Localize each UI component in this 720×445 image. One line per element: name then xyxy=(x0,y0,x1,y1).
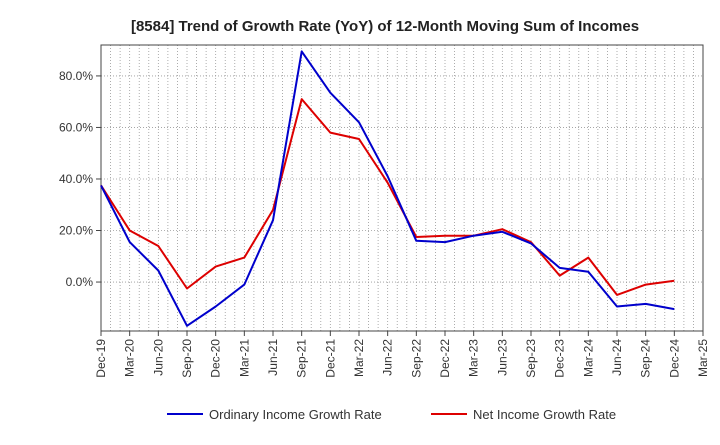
x-tick-label: Jun-23 xyxy=(495,339,509,376)
x-tick-label: Dec-19 xyxy=(94,339,108,378)
series-lines xyxy=(100,50,675,327)
grid-lines xyxy=(101,45,703,331)
y-tick-label: 20.0% xyxy=(59,224,93,238)
x-tick-label: Mar-25 xyxy=(696,339,710,377)
x-tick-label: Jun-20 xyxy=(151,339,165,376)
x-tick-label: Sep-22 xyxy=(409,339,423,378)
legend-label-0: Ordinary Income Growth Rate xyxy=(209,407,382,422)
plot-area-border xyxy=(100,44,704,332)
x-tick-label: Sep-24 xyxy=(639,339,653,378)
x-tick-label: Dec-20 xyxy=(209,339,223,378)
x-tick-label: Mar-23 xyxy=(467,339,481,377)
y-tick-labels: 0.0% 20.0% 40.0% 60.0% 80.0% xyxy=(59,69,93,289)
x-tick-label: Mar-20 xyxy=(123,339,137,377)
x-tick-label: Dec-21 xyxy=(323,339,337,378)
y-tick-label: 0.0% xyxy=(66,275,94,289)
x-tick-label: Dec-24 xyxy=(667,339,681,378)
x-tick-label: Mar-21 xyxy=(237,339,251,377)
legend: Ordinary Income Growth Rate Net Income Gr… xyxy=(167,407,616,422)
y-tick-label: 40.0% xyxy=(59,172,93,186)
x-tick-label: Mar-22 xyxy=(352,339,366,377)
x-tick-label: Dec-23 xyxy=(553,339,567,378)
legend-label-1: Net Income Growth Rate xyxy=(473,407,616,422)
axes xyxy=(96,44,704,336)
series-line-1 xyxy=(100,98,675,296)
chart-title: [8584] Trend of Growth Rate (YoY) of 12-… xyxy=(131,18,639,35)
x-tick-label: Jun-24 xyxy=(610,339,624,376)
x-tick-label: Sep-20 xyxy=(180,339,194,378)
series-line-0 xyxy=(100,50,675,327)
x-tick-label: Jun-22 xyxy=(381,339,395,376)
x-tick-labels: Dec-19 Mar-20 Jun-20 Sep-20 Dec-20 Mar-21 Jun-… xyxy=(94,339,710,378)
x-tick-label: Sep-21 xyxy=(295,339,309,378)
x-tick-label: Sep-23 xyxy=(524,339,538,378)
y-tick-label: 80.0% xyxy=(59,69,93,83)
y-tick-label: 60.0% xyxy=(59,120,93,134)
x-tick-label: Jun-21 xyxy=(266,339,280,376)
x-tick-label: Dec-22 xyxy=(438,339,452,378)
x-tick-label: Mar-24 xyxy=(581,339,595,377)
